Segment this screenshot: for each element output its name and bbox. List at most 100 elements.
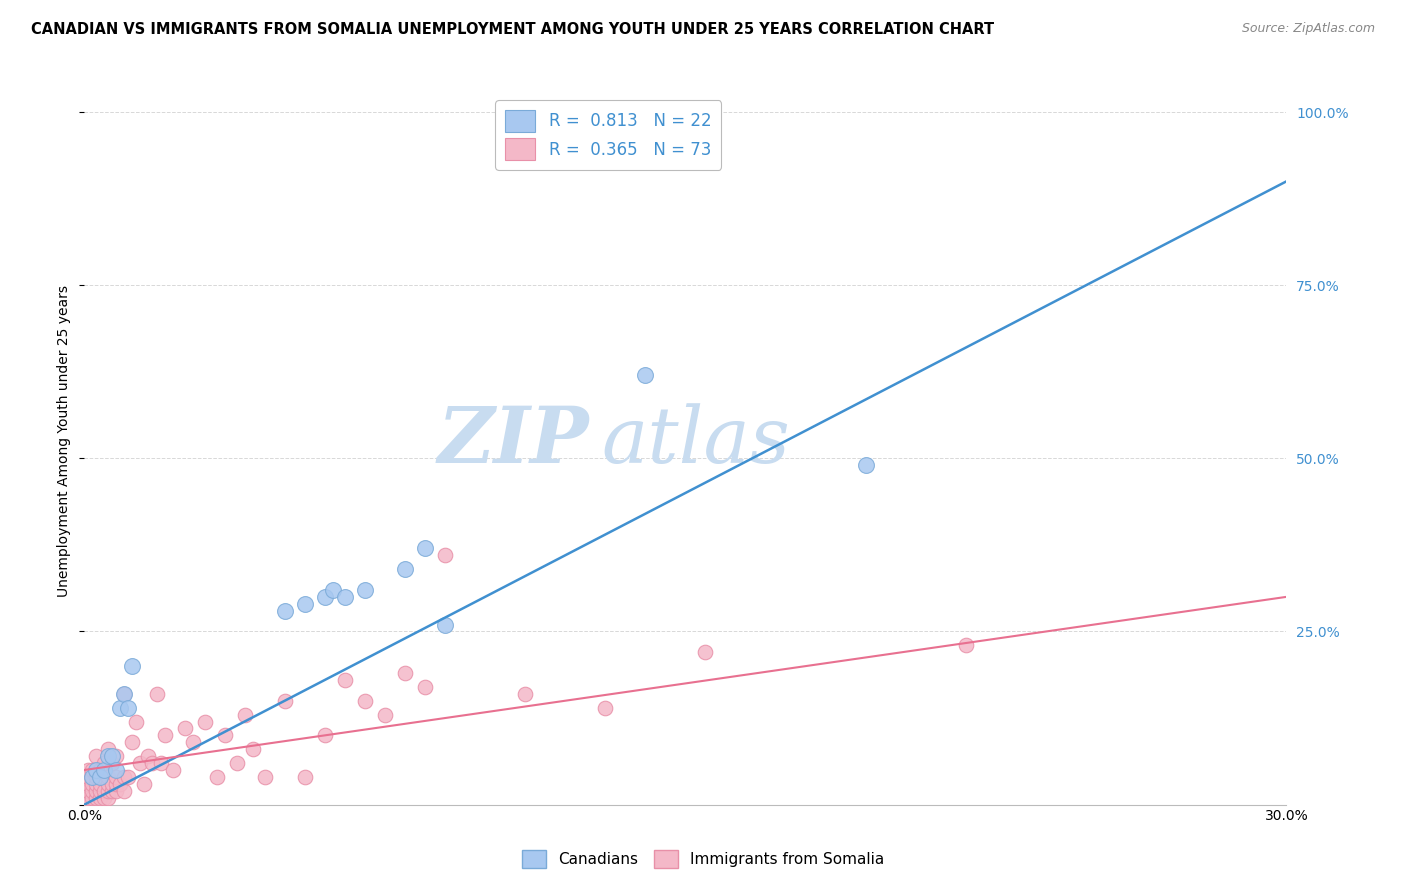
Point bbox=[86, 777, 108, 791]
Point bbox=[77, 763, 100, 777]
Point bbox=[82, 770, 104, 784]
Point bbox=[86, 763, 108, 777]
Text: atlas: atlas bbox=[602, 403, 790, 479]
Point bbox=[89, 770, 111, 784]
Point bbox=[294, 597, 316, 611]
Point bbox=[274, 604, 297, 618]
Point bbox=[333, 590, 356, 604]
Point bbox=[105, 777, 128, 791]
Point bbox=[181, 735, 204, 749]
Point bbox=[413, 541, 436, 556]
Point bbox=[141, 756, 163, 770]
Point bbox=[97, 777, 120, 791]
Legend: Canadians, Immigrants from Somalia: Canadians, Immigrants from Somalia bbox=[516, 844, 890, 873]
Point bbox=[86, 749, 108, 764]
Point bbox=[322, 582, 344, 597]
Point bbox=[77, 790, 100, 805]
Point bbox=[225, 756, 247, 770]
Point bbox=[114, 687, 136, 701]
Point bbox=[97, 784, 120, 798]
Point bbox=[129, 756, 152, 770]
Point bbox=[82, 784, 104, 798]
Point bbox=[233, 707, 256, 722]
Point bbox=[121, 735, 143, 749]
Point bbox=[153, 728, 176, 742]
Point bbox=[105, 770, 128, 784]
Point bbox=[114, 687, 136, 701]
Point bbox=[855, 458, 877, 473]
Point bbox=[101, 756, 124, 770]
Point bbox=[101, 777, 124, 791]
Point bbox=[101, 784, 124, 798]
Point bbox=[214, 728, 236, 742]
Point bbox=[93, 770, 115, 784]
Point bbox=[394, 666, 416, 681]
Point bbox=[125, 714, 148, 729]
Point bbox=[89, 763, 111, 777]
Point bbox=[114, 784, 136, 798]
Point bbox=[205, 770, 228, 784]
Point bbox=[274, 694, 297, 708]
Point bbox=[77, 784, 100, 798]
Point bbox=[97, 790, 120, 805]
Point bbox=[77, 770, 100, 784]
Point bbox=[695, 645, 717, 659]
Point bbox=[86, 770, 108, 784]
Point bbox=[93, 784, 115, 798]
Point bbox=[105, 749, 128, 764]
Point bbox=[242, 742, 264, 756]
Point bbox=[413, 680, 436, 694]
Point bbox=[145, 687, 167, 701]
Point bbox=[82, 790, 104, 805]
Legend: R =  0.813   N = 22, R =  0.365   N = 73: R = 0.813 N = 22, R = 0.365 N = 73 bbox=[495, 100, 721, 169]
Point bbox=[394, 562, 416, 576]
Point bbox=[117, 700, 139, 714]
Point bbox=[89, 790, 111, 805]
Point bbox=[86, 790, 108, 805]
Point bbox=[333, 673, 356, 687]
Point bbox=[434, 549, 457, 563]
Point bbox=[89, 770, 111, 784]
Text: CANADIAN VS IMMIGRANTS FROM SOMALIA UNEMPLOYMENT AMONG YOUTH UNDER 25 YEARS CORR: CANADIAN VS IMMIGRANTS FROM SOMALIA UNEM… bbox=[31, 22, 994, 37]
Point bbox=[105, 763, 128, 777]
Point bbox=[162, 763, 184, 777]
Point bbox=[93, 756, 115, 770]
Point bbox=[149, 756, 172, 770]
Point bbox=[110, 777, 132, 791]
Text: Source: ZipAtlas.com: Source: ZipAtlas.com bbox=[1241, 22, 1375, 36]
Text: ZIP: ZIP bbox=[437, 403, 589, 479]
Y-axis label: Unemployment Among Youth under 25 years: Unemployment Among Youth under 25 years bbox=[58, 285, 72, 597]
Point bbox=[138, 749, 160, 764]
Point bbox=[77, 777, 100, 791]
Point bbox=[93, 763, 115, 777]
Point bbox=[194, 714, 217, 729]
Point bbox=[515, 687, 537, 701]
Point bbox=[82, 763, 104, 777]
Point bbox=[134, 777, 156, 791]
Point bbox=[82, 770, 104, 784]
Point bbox=[314, 590, 336, 604]
Point bbox=[294, 770, 316, 784]
Point bbox=[434, 617, 457, 632]
Point bbox=[101, 749, 124, 764]
Point bbox=[105, 784, 128, 798]
Point bbox=[595, 700, 617, 714]
Point bbox=[97, 770, 120, 784]
Point bbox=[354, 582, 377, 597]
Point bbox=[97, 749, 120, 764]
Point bbox=[253, 770, 276, 784]
Point bbox=[93, 790, 115, 805]
Point bbox=[86, 784, 108, 798]
Point bbox=[110, 700, 132, 714]
Point bbox=[173, 722, 195, 736]
Point bbox=[634, 368, 657, 383]
Point bbox=[955, 638, 977, 652]
Point bbox=[89, 777, 111, 791]
Point bbox=[82, 777, 104, 791]
Point bbox=[354, 694, 377, 708]
Point bbox=[114, 770, 136, 784]
Point bbox=[314, 728, 336, 742]
Point bbox=[89, 784, 111, 798]
Point bbox=[121, 659, 143, 673]
Point bbox=[97, 742, 120, 756]
